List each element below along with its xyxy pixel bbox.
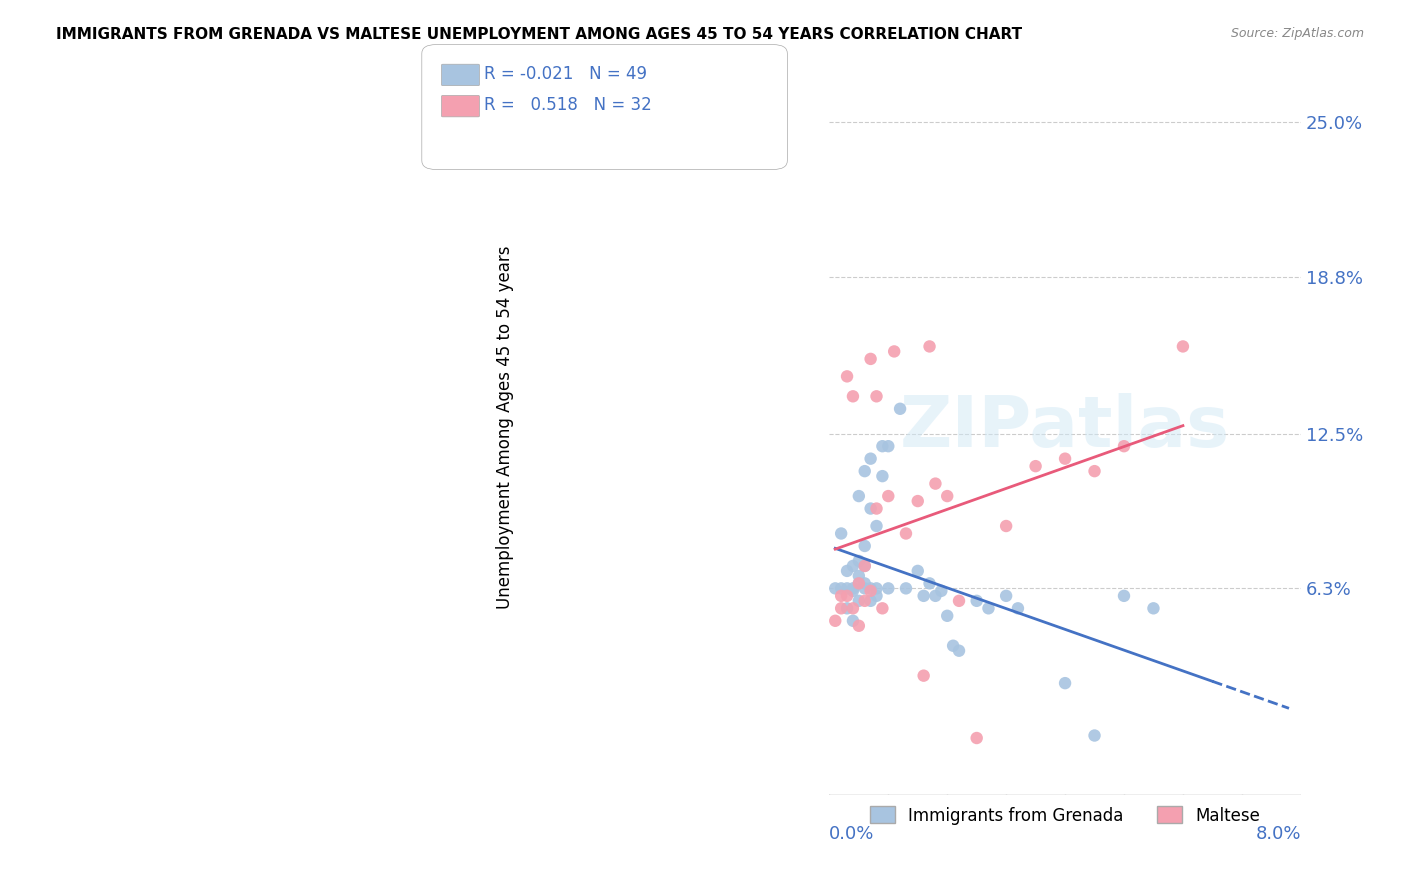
- Point: [894, 526, 917, 541]
- Point: [830, 526, 852, 541]
- Point: [853, 594, 876, 608]
- Point: [912, 589, 935, 603]
- Point: [918, 576, 941, 591]
- Point: [865, 582, 887, 596]
- Text: 8.0%: 8.0%: [1256, 825, 1301, 843]
- Point: [865, 519, 887, 533]
- Point: [936, 608, 959, 623]
- Point: [865, 501, 887, 516]
- Text: 0.0%: 0.0%: [830, 825, 875, 843]
- Text: IMMIGRANTS FROM GRENADA VS MALTESE UNEMPLOYMENT AMONG AGES 45 TO 54 YEARS CORREL: IMMIGRANTS FROM GRENADA VS MALTESE UNEMP…: [56, 27, 1022, 42]
- Point: [830, 589, 852, 603]
- Point: [859, 594, 882, 608]
- Point: [853, 558, 876, 573]
- Point: [859, 451, 882, 466]
- Point: [842, 583, 865, 598]
- Point: [853, 576, 876, 591]
- Point: [877, 582, 900, 596]
- Point: [835, 564, 858, 578]
- Point: [842, 582, 865, 596]
- Point: [859, 501, 882, 516]
- Point: [848, 576, 870, 591]
- Point: [853, 539, 876, 553]
- Point: [835, 369, 858, 384]
- Point: [824, 582, 846, 596]
- Point: [924, 589, 946, 603]
- Point: [859, 582, 882, 596]
- Point: [848, 569, 870, 583]
- Point: [1083, 729, 1105, 743]
- Point: [924, 476, 946, 491]
- Point: [859, 351, 882, 366]
- Point: [872, 469, 894, 483]
- Point: [977, 601, 1000, 615]
- Point: [907, 564, 929, 578]
- Point: [966, 594, 988, 608]
- Point: [1142, 601, 1164, 615]
- Point: [853, 558, 876, 573]
- Point: [859, 583, 882, 598]
- Point: [848, 554, 870, 568]
- Point: [830, 601, 852, 615]
- Point: [848, 576, 870, 591]
- Point: [824, 614, 846, 628]
- Point: [948, 644, 970, 658]
- Point: [912, 668, 935, 682]
- Point: [848, 619, 870, 633]
- Point: [877, 439, 900, 453]
- Point: [942, 639, 965, 653]
- Point: [872, 601, 894, 615]
- Text: ZIPatlas: ZIPatlas: [900, 393, 1230, 462]
- Point: [865, 389, 887, 403]
- Point: [848, 594, 870, 608]
- Point: [995, 589, 1018, 603]
- Point: [995, 519, 1018, 533]
- Point: [835, 582, 858, 596]
- Point: [1171, 339, 1194, 353]
- Point: [1083, 464, 1105, 478]
- Point: [1007, 601, 1029, 615]
- Point: [936, 489, 959, 503]
- Point: [918, 339, 941, 353]
- Point: [966, 731, 988, 745]
- Point: [1054, 676, 1077, 690]
- Point: [853, 582, 876, 596]
- Text: R = -0.021   N = 49: R = -0.021 N = 49: [484, 65, 647, 83]
- Point: [1025, 459, 1047, 474]
- Point: [842, 558, 865, 573]
- Point: [883, 344, 905, 359]
- Point: [830, 582, 852, 596]
- Point: [907, 494, 929, 508]
- Point: [931, 583, 953, 598]
- Point: [1112, 439, 1135, 453]
- Point: [842, 389, 865, 403]
- Point: [889, 401, 911, 416]
- Text: Source: ZipAtlas.com: Source: ZipAtlas.com: [1230, 27, 1364, 40]
- Point: [1054, 451, 1077, 466]
- Point: [835, 589, 858, 603]
- Point: [865, 589, 887, 603]
- Text: R =   0.518   N = 32: R = 0.518 N = 32: [484, 96, 651, 114]
- Point: [872, 439, 894, 453]
- Text: Unemployment Among Ages 45 to 54 years: Unemployment Among Ages 45 to 54 years: [496, 245, 515, 609]
- Point: [1112, 589, 1135, 603]
- Point: [877, 489, 900, 503]
- Point: [894, 582, 917, 596]
- Point: [948, 594, 970, 608]
- Legend: Immigrants from Grenada, Maltese: Immigrants from Grenada, Maltese: [863, 800, 1267, 831]
- Point: [848, 489, 870, 503]
- Point: [842, 614, 865, 628]
- Point: [853, 464, 876, 478]
- Point: [842, 601, 865, 615]
- Point: [835, 601, 858, 615]
